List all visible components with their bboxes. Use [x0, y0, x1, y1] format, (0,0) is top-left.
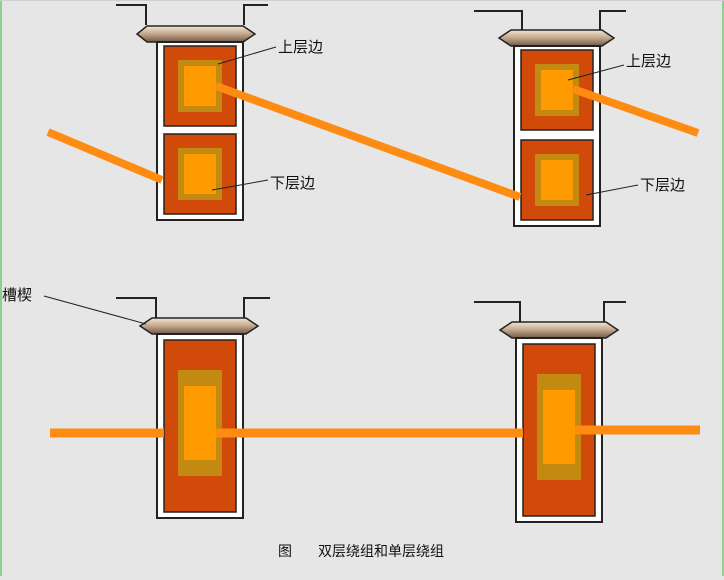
right-border: [722, 0, 724, 576]
slot-wedge: [498, 321, 620, 339]
slot-bottom-left: [116, 297, 270, 519]
coil-core: [543, 390, 575, 464]
conductor-top-left-in: [46, 128, 164, 184]
conductor-top-right-out: [571, 85, 700, 137]
slot-top-right: [474, 10, 626, 227]
coil-core: [184, 386, 216, 460]
label-wedge: 槽楔: [2, 286, 32, 304]
slot-top-left: [116, 4, 268, 221]
label-top-right-upper: 上层边: [626, 52, 671, 70]
slot-mouth-right-line: [243, 4, 268, 25]
slot-mouth-left-line: [116, 4, 147, 25]
leader-top-right-upper: [567, 64, 625, 81]
upper-coil-core: [541, 70, 573, 110]
slot-wedge: [138, 317, 260, 335]
label-top-left-upper: 上层边: [278, 38, 323, 56]
slot-mouth-right-line: [243, 297, 270, 318]
conductor-top-cross: [214, 82, 522, 201]
slot-mouth-left-line: [474, 10, 523, 31]
slot-mouth-right-line: [599, 10, 626, 31]
caption-prefix: 图: [278, 544, 292, 560]
top-border: [0, 0, 724, 1]
leader-top-left-lower: [211, 179, 269, 191]
left-border: [0, 0, 2, 576]
leader-top-right-lower: [585, 184, 639, 196]
leader-wedge: [43, 295, 147, 325]
lower-coil-core: [541, 160, 573, 200]
leader-top-left-upper: [217, 46, 277, 65]
caption-title: 双层绕组和单层绕组: [318, 544, 444, 560]
slot-mouth-right-line: [603, 301, 626, 322]
slot-wedge: [497, 29, 616, 47]
slot-wedge: [135, 25, 257, 43]
slot-mouth-left-line: [474, 301, 521, 322]
slot-bottom-right: [474, 301, 626, 523]
lower-coil-core: [184, 154, 216, 194]
slot-mouth-left-line: [116, 297, 157, 318]
upper-coil-core: [184, 66, 216, 106]
label-top-right-lower: 下层边: [640, 176, 685, 194]
label-top-left-lower: 下层边: [270, 174, 315, 192]
